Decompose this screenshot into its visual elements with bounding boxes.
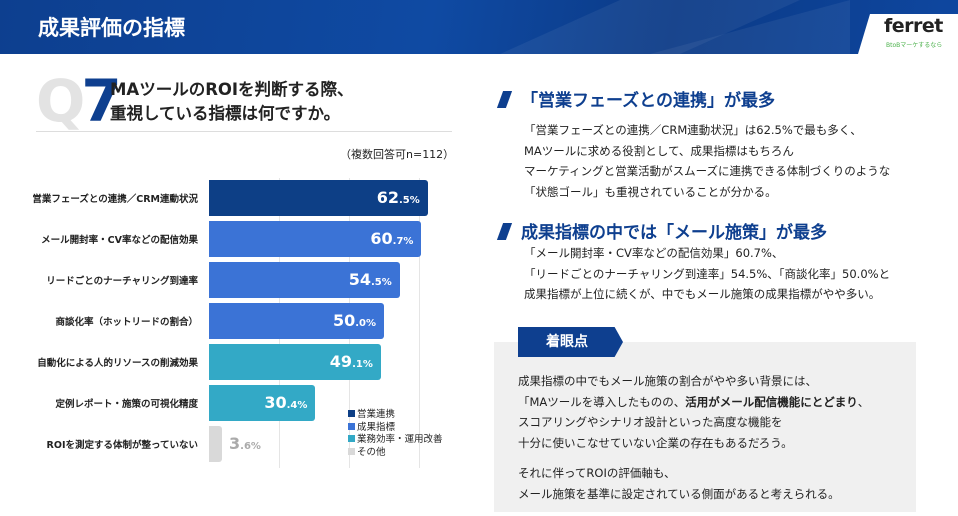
- legend-swatch: [348, 422, 355, 430]
- category-label: メール開封率・CV率などの配信効果: [41, 235, 198, 246]
- divider: [36, 131, 452, 132]
- data-label: 50.0%: [332, 311, 376, 330]
- legend-swatch: [348, 447, 355, 455]
- section-text-1: 「営業フェーズとの連携／CRM連動状況」は62.5%で最も多く、 MAツールに求め…: [524, 123, 891, 199]
- data-label: 62.5%: [376, 188, 420, 207]
- data-label: 60.7%: [370, 229, 414, 248]
- category-label: リードごとのナーチャリング到達率: [46, 276, 198, 287]
- header-banner: 成果評価の指標 ferret BtoBマーケするなら: [0, 0, 958, 54]
- legend-swatch: [348, 410, 355, 417]
- data-label: 30.4%: [264, 393, 308, 412]
- focus-text: 成果指標の中でもメール施策の割合がやや多い背景には、 「MAツールを導入したもの…: [518, 374, 870, 501]
- question-number: Q7: [36, 67, 122, 135]
- category-label: ROIを測定する体制が整っていない: [46, 440, 198, 451]
- bar: 49.1%: [209, 344, 381, 380]
- bar: 54.5%: [209, 262, 400, 298]
- sample-note: （複数回答可n=112）: [340, 148, 455, 161]
- legend-item: 業務効率・運用改善: [348, 434, 443, 447]
- category-label: 定例レポート・施策の可視化精度: [55, 399, 198, 410]
- bar: 50.0%: [209, 303, 384, 339]
- category-label: 自動化による人的リソースの削減効果: [37, 358, 198, 369]
- legend-item: その他: [348, 447, 443, 460]
- legend-item: 営業連携: [348, 409, 443, 422]
- bar: 3.6%: [209, 426, 261, 462]
- gridline: [419, 178, 420, 468]
- bar: 62.5%: [209, 180, 428, 216]
- data-label: 3.6%: [229, 434, 261, 453]
- focus-tag: 着眼点: [518, 327, 623, 357]
- legend-swatch: [348, 435, 355, 442]
- page-title: 成果評価の指標: [38, 16, 185, 40]
- bar: 60.7%: [209, 221, 422, 257]
- category-label: 商談化率（ホットリードの割合）: [55, 317, 198, 328]
- section-heading-1: 「営業フェーズとの連携」が最多: [496, 86, 775, 111]
- ferret-logo: ferret BtoBマーケするなら: [858, 14, 958, 54]
- bar: 30.4%: [209, 385, 316, 421]
- section-heading-2: 成果指標の中では「メール施策」が最多: [496, 218, 827, 243]
- focus-box: [494, 342, 916, 512]
- chart-legend: 営業連携 成果指標 業務効率・運用改善 その他: [348, 409, 443, 459]
- section-text-2: 「メール開封率・CV率などの配信効果」60.7%、 「リードごとのナーチャリング到…: [524, 246, 891, 301]
- data-label: 54.5%: [348, 270, 392, 289]
- data-label: 49.1%: [329, 352, 373, 371]
- question-text: MAツールのROIを判断する際、 重視している指標は何ですか。: [110, 80, 354, 123]
- legend-item: 成果指標: [348, 422, 443, 435]
- category-label: 営業フェーズとの連携／CRM連動状況: [32, 194, 198, 205]
